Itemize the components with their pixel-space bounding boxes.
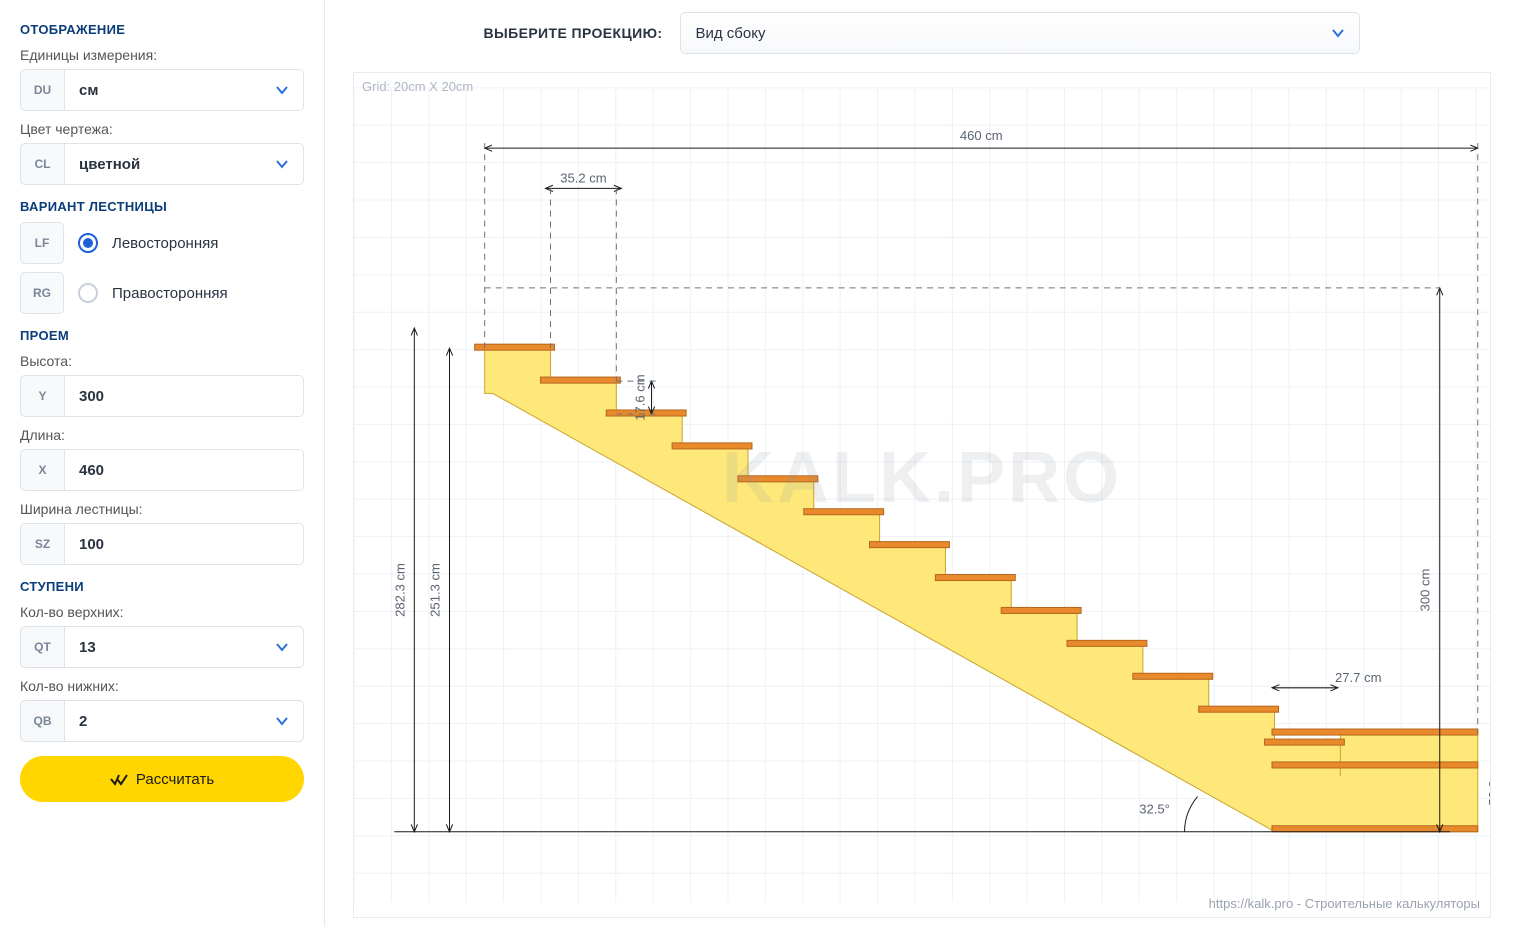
height-input[interactable]: 300 bbox=[64, 375, 304, 417]
chevron-down-icon bbox=[275, 640, 289, 654]
staircase-drawing: 460 cm35.2 cm17.6 cm282.3 cm251.3 cm300 … bbox=[354, 73, 1490, 917]
check-icon bbox=[110, 772, 128, 786]
units-label: Единицы измерения: bbox=[20, 47, 304, 63]
length-code: X bbox=[20, 449, 64, 491]
width-input[interactable]: 100 bbox=[64, 523, 304, 565]
main-panel: ВЫБЕРИТЕ ПРОЕКЦИЮ: Вид сбоку Grid: 20cm … bbox=[325, 0, 1519, 926]
width-label: Ширина лестницы: bbox=[20, 501, 304, 517]
svg-text:32.5°: 32.5° bbox=[1139, 802, 1170, 817]
lf-label: Левосторонняя bbox=[112, 235, 218, 252]
drawing-canvas[interactable]: Grid: 20cm X 20cm KALK.PRO https://kalk.… bbox=[353, 72, 1491, 918]
projection-select[interactable]: Вид сбоку bbox=[680, 12, 1360, 54]
svg-text:300 cm: 300 cm bbox=[1418, 568, 1433, 611]
bottom-count-code: QB bbox=[20, 700, 64, 742]
projection-value: Вид сбоку bbox=[695, 25, 765, 42]
units-value: см bbox=[79, 82, 98, 99]
rg-label: Правосторонняя bbox=[112, 285, 228, 302]
section-steps-title: СТУПЕНИ bbox=[20, 579, 304, 594]
rg-radio[interactable] bbox=[78, 283, 98, 303]
length-label: Длина: bbox=[20, 427, 304, 443]
chevron-down-icon bbox=[275, 157, 289, 171]
color-value: цветной bbox=[79, 156, 140, 173]
bottom-count-select[interactable]: 2 bbox=[64, 700, 304, 742]
calculate-label: Рассчитать bbox=[136, 771, 214, 788]
color-label: Цвет чертежа: bbox=[20, 121, 304, 137]
drawing-footer: https://kalk.pro - Строительные калькуля… bbox=[1209, 896, 1480, 911]
calculate-button[interactable]: Рассчитать bbox=[20, 756, 304, 802]
svg-text:460 cm: 460 cm bbox=[960, 128, 1003, 143]
section-display-title: ОТОБРАЖЕНИЕ bbox=[20, 22, 304, 37]
bottom-count-label: Кол-во нижних: bbox=[20, 678, 304, 694]
chevron-down-icon bbox=[1331, 26, 1345, 40]
length-input[interactable]: 460 bbox=[64, 449, 304, 491]
units-code: DU bbox=[20, 69, 64, 111]
grid-label: Grid: 20cm X 20cm bbox=[362, 79, 473, 94]
color-select[interactable]: цветной bbox=[64, 143, 304, 185]
svg-text:27.7 cm: 27.7 cm bbox=[1335, 670, 1382, 685]
sidebar: ОТОБРАЖЕНИЕ Единицы измерения: DU см Цве… bbox=[0, 0, 325, 926]
units-select[interactable]: см bbox=[64, 69, 304, 111]
height-label: Высота: bbox=[20, 353, 304, 369]
color-code: CL bbox=[20, 143, 64, 185]
lf-code: LF bbox=[20, 222, 64, 264]
svg-text:52.8 cm: 52.8 cm bbox=[1486, 759, 1490, 806]
top-count-select[interactable]: 13 bbox=[64, 626, 304, 668]
width-code: SZ bbox=[20, 523, 64, 565]
section-variant-title: ВАРИАНТ ЛЕСТНИЦЫ bbox=[20, 199, 304, 214]
projection-label: ВЫБЕРИТЕ ПРОЕКЦИЮ: bbox=[484, 25, 663, 41]
rg-code: RG bbox=[20, 272, 64, 314]
svg-text:251.3 cm: 251.3 cm bbox=[427, 563, 442, 617]
top-count-code: QT bbox=[20, 626, 64, 668]
chevron-down-icon bbox=[275, 714, 289, 728]
section-proem-title: ПРОЕМ bbox=[20, 328, 304, 343]
svg-text:282.3 cm: 282.3 cm bbox=[392, 563, 407, 617]
svg-text:35.2 cm: 35.2 cm bbox=[560, 170, 607, 185]
lf-radio[interactable] bbox=[78, 233, 98, 253]
top-count-label: Кол-во верхних: bbox=[20, 604, 304, 620]
chevron-down-icon bbox=[275, 83, 289, 97]
height-code: Y bbox=[20, 375, 64, 417]
